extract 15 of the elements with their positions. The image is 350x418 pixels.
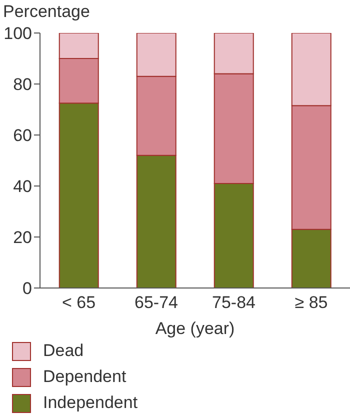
x-tick-label: 65-74 — [134, 293, 178, 312]
y-tick-label: 40 — [13, 177, 32, 196]
y-tick-label: 60 — [13, 126, 32, 146]
y-axis-title: Percentage — [3, 2, 90, 22]
x-tick-label: 75-84 — [212, 293, 256, 312]
y-tick-label: 20 — [13, 228, 32, 248]
x-tick-label: < 65 — [62, 293, 96, 312]
legend-label: Dead — [43, 341, 84, 361]
y-tick-label: 100 — [4, 24, 32, 44]
y-tick-label: 80 — [13, 75, 32, 94]
legend-label: Independent — [43, 393, 138, 413]
y-tick-label: 0 — [22, 279, 32, 298]
x-tick-label: ≥ 85 — [294, 293, 328, 312]
legend-label: Dependent — [43, 367, 126, 387]
x-axis-title: Age (year) — [155, 319, 235, 338]
